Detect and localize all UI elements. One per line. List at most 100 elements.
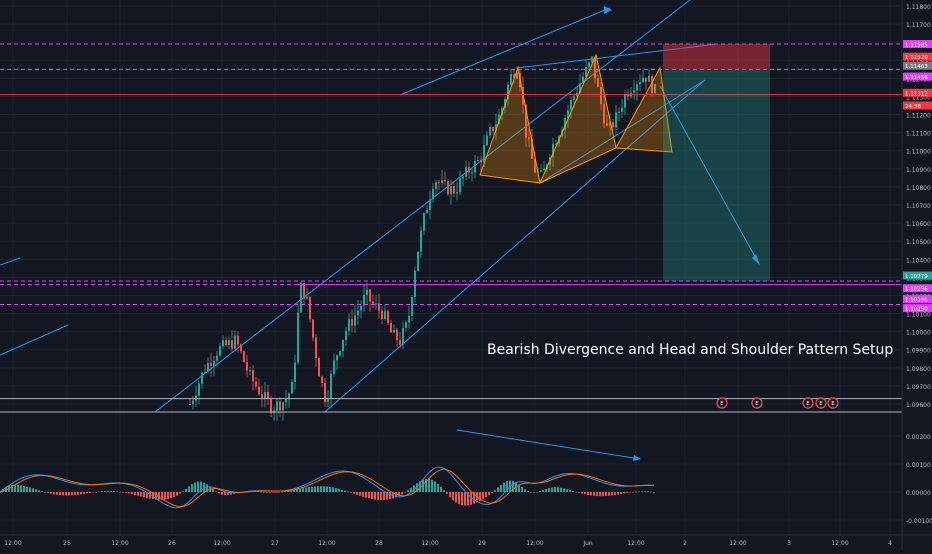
price-badge bbox=[903, 39, 932, 48]
macd-histogram-bar bbox=[194, 482, 196, 492]
macd-histogram-bar bbox=[614, 492, 616, 495]
candle-body bbox=[465, 167, 467, 177]
macd-histogram-bar bbox=[413, 485, 415, 492]
candle-body bbox=[444, 180, 446, 182]
macd-histogram-bar bbox=[122, 492, 124, 493]
candle-body bbox=[372, 301, 374, 304]
candle-body bbox=[513, 74, 515, 79]
candle-body bbox=[636, 84, 638, 91]
candle-body bbox=[324, 382, 326, 403]
event-flag-label: E bbox=[831, 401, 835, 407]
candle-body bbox=[354, 315, 356, 326]
macd-histogram-bar bbox=[26, 486, 28, 492]
candle-body bbox=[618, 111, 620, 113]
macd-histogram-bar bbox=[536, 491, 538, 493]
price-badge-label: 24:38 bbox=[905, 104, 921, 110]
y-tick-label: 1.11200 bbox=[906, 113, 931, 120]
macd-histogram-bar bbox=[221, 492, 223, 495]
candle-body bbox=[462, 176, 464, 179]
candle-body bbox=[498, 114, 500, 124]
candle-body bbox=[501, 107, 503, 115]
macd-histogram-bar bbox=[83, 492, 85, 494]
candle-body bbox=[417, 251, 419, 271]
macd-histogram-bar bbox=[344, 490, 346, 492]
macd-histogram-bar bbox=[410, 487, 412, 492]
macd-histogram-bar bbox=[212, 489, 214, 492]
macd-histogram-bar bbox=[431, 479, 433, 492]
macd-histogram-bar bbox=[527, 491, 529, 492]
neckline-upper bbox=[516, 43, 719, 69]
candle-body bbox=[471, 172, 473, 174]
y-tick-label: 1.11700 bbox=[906, 22, 931, 29]
macd-histogram-bar bbox=[338, 488, 340, 492]
macd-histogram-bar bbox=[581, 492, 583, 494]
candle-body bbox=[390, 323, 392, 333]
macd-histogram-bar bbox=[116, 491, 118, 492]
macd-histogram-bar bbox=[425, 478, 427, 492]
macd-histogram-bar bbox=[332, 487, 334, 492]
candle-body bbox=[468, 167, 470, 173]
candle-body bbox=[288, 393, 290, 400]
macd-histogram-bar bbox=[260, 491, 262, 493]
x-tick-label: 12:00 bbox=[729, 540, 746, 547]
macd-histogram-bar bbox=[650, 491, 652, 493]
candle-body bbox=[441, 180, 443, 184]
candle-body bbox=[426, 210, 428, 214]
macd-histogram-bar bbox=[623, 492, 625, 494]
macd-histogram-bar bbox=[506, 481, 508, 492]
macd-histogram-bar bbox=[632, 492, 634, 493]
candle-body bbox=[510, 74, 512, 85]
macd-histogram-bar bbox=[131, 492, 133, 495]
macd-histogram-bar bbox=[575, 491, 577, 493]
macd-histogram-bar bbox=[311, 486, 313, 492]
candle-body bbox=[213, 360, 215, 366]
channel-lower-line bbox=[324, 79, 706, 413]
candle-body bbox=[195, 395, 197, 401]
event-flag-icon bbox=[802, 397, 814, 409]
candle-body bbox=[243, 351, 245, 363]
candle-body bbox=[291, 381, 293, 394]
macd-histogram-bar bbox=[428, 478, 430, 492]
candle-body bbox=[366, 289, 368, 295]
macd-histogram-bar bbox=[458, 492, 460, 505]
macd-histogram-bar bbox=[293, 489, 295, 492]
macd-histogram-bar bbox=[173, 492, 175, 498]
macd-histogram-bar bbox=[434, 481, 436, 492]
candle-body bbox=[321, 376, 323, 383]
candle-body bbox=[582, 76, 584, 84]
macd-histogram-bar bbox=[143, 492, 145, 498]
macd-histogram-bar bbox=[554, 487, 556, 492]
macd-histogram-bar bbox=[560, 487, 562, 492]
macd-histogram-bar bbox=[449, 492, 451, 498]
macd-y-tick-label: 0.00000 bbox=[906, 490, 931, 497]
x-tick-label: 12:00 bbox=[318, 540, 335, 547]
macd-y-tick-label: 0.00200 bbox=[906, 434, 931, 441]
y-tick-label: 1.09600 bbox=[906, 402, 931, 409]
macd-histogram-bar bbox=[617, 492, 619, 495]
price-badge-label: 1.11585 bbox=[905, 42, 928, 48]
macd-histogram-bar bbox=[494, 490, 496, 492]
candle-body bbox=[237, 335, 239, 345]
macd-histogram-bar bbox=[149, 492, 151, 499]
event-flag-icon bbox=[827, 397, 839, 409]
macd-histogram-bar bbox=[530, 492, 532, 493]
macd-histogram-bar bbox=[488, 492, 490, 496]
y-tick-label: 1.11100 bbox=[906, 131, 931, 138]
macd-histogram-bar bbox=[563, 488, 565, 492]
macd-histogram-bar bbox=[179, 492, 181, 494]
macd-histogram-bar bbox=[440, 486, 442, 492]
candle-body bbox=[234, 335, 236, 349]
macd-histogram-bar bbox=[356, 492, 358, 495]
candle-body bbox=[393, 329, 395, 333]
macd-histogram-bar bbox=[644, 491, 646, 492]
macd-histogram-bar bbox=[95, 491, 97, 493]
take-profit-zone bbox=[663, 69, 770, 281]
price-badge bbox=[903, 101, 932, 110]
candle-body bbox=[480, 159, 482, 163]
y-tick-label: 1.09900 bbox=[906, 348, 931, 355]
candle-body bbox=[342, 339, 344, 352]
macd-histogram-bar bbox=[125, 492, 127, 493]
candle-body bbox=[624, 94, 626, 108]
macd-histogram-bar bbox=[452, 492, 454, 501]
